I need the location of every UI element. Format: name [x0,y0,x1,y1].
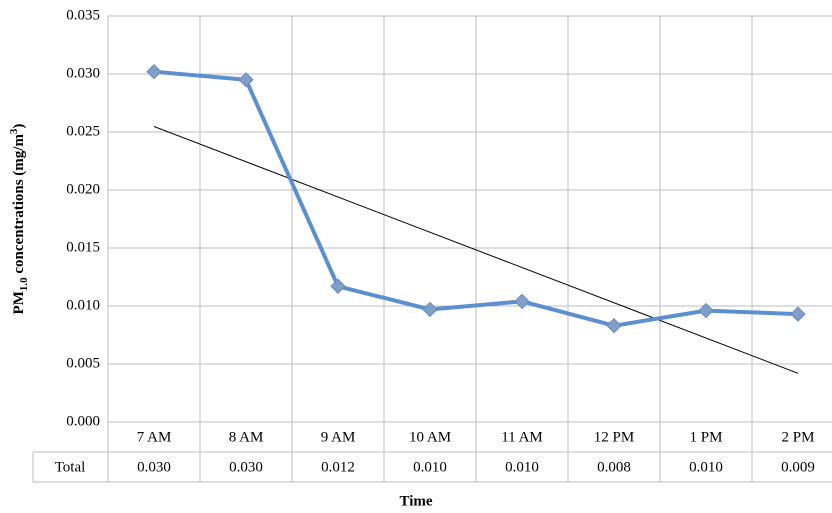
series-line [153,69,799,328]
y-label-part: 3 [8,128,20,134]
marker [790,306,806,322]
y-tick-label: 0.025 [66,123,100,139]
y-tick-label: 0.005 [66,355,100,371]
marker [330,278,346,294]
table-value: 0.010 [689,459,723,475]
x-tick-label: 12 PM [594,429,634,445]
y-label-part: concentrations (mg/m [11,134,27,278]
y-tick-label: 0.010 [66,297,100,313]
table-value: 0.009 [781,459,815,475]
y-label-part: ) [11,124,27,129]
y-tick-label: 0.030 [66,65,100,81]
table-value: 0.008 [597,459,631,475]
marker [146,63,162,80]
table-value: 0.012 [321,459,355,475]
table-value: 0.010 [505,459,539,475]
x-tick-label: 10 AM [409,429,451,445]
table-value: 0.030 [137,459,171,475]
x-tick-label: 7 AM [137,429,172,445]
y-label-part: 1.0 [18,277,30,291]
trendline [153,126,799,374]
x-tick-label: 11 AM [501,429,543,445]
x-axis-label: Time [399,493,432,509]
y-axis-label: PM1.0 concentrations (mg/m3) [8,124,30,315]
x-tick-label: 2 PM [782,429,815,445]
y-tick-label: 0.015 [66,239,100,255]
marker [698,302,714,319]
x-tick-label: 8 AM [229,429,264,445]
y-tick-label: 0.035 [66,7,100,23]
y-tick-label: 0.000 [66,413,100,429]
x-tick-label: 1 PM [690,429,723,445]
y-label-part: PM [11,291,27,314]
marker [514,293,530,310]
marker [606,318,622,334]
marker [238,72,254,88]
table-value: 0.010 [413,459,447,475]
table-series-name: Total [55,459,86,475]
table-value: 0.030 [229,459,263,475]
x-tick-label: 9 AM [321,429,356,445]
marker [422,301,438,318]
y-tick-label: 0.020 [66,181,100,197]
